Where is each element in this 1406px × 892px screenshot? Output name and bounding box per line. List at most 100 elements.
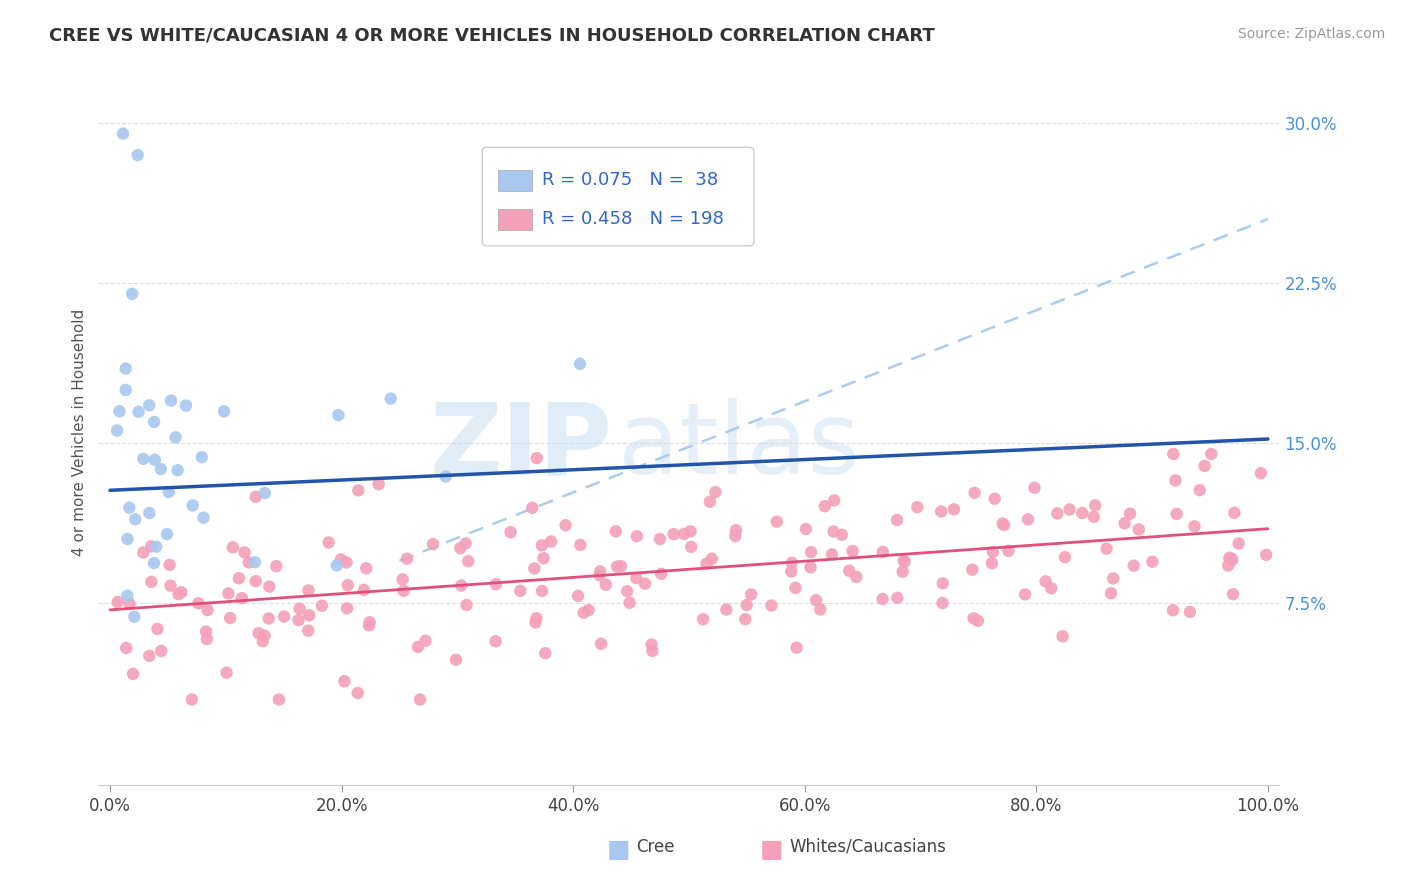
Point [1114, 516, 1136, 531]
Point [111, 127, 134, 141]
Point [118, 597, 141, 611]
Point [357, 618, 380, 632]
Point [318, 535, 340, 549]
Point [893, 554, 915, 568]
Point [1122, 558, 1144, 573]
Point [932, 576, 955, 591]
Point [212, 404, 235, 418]
Point [450, 578, 472, 592]
Point [662, 527, 685, 541]
Point [132, 545, 155, 559]
Point [981, 557, 1004, 571]
Point [1220, 551, 1243, 566]
Point [1084, 498, 1107, 512]
Point [288, 601, 311, 615]
Point [138, 398, 160, 412]
Text: ZIP: ZIP [429, 398, 612, 495]
Point [785, 581, 807, 595]
Point [328, 408, 350, 422]
Point [704, 485, 727, 500]
Point [287, 613, 309, 627]
Point [181, 499, 204, 513]
Text: ■: ■ [759, 838, 783, 862]
Text: Cree: Cree [636, 838, 675, 855]
Point [804, 593, 827, 607]
Text: R = 0.458   N = 198: R = 0.458 N = 198 [543, 211, 724, 228]
Point [380, 392, 402, 406]
Point [780, 556, 803, 570]
Text: Source: ZipAtlas.com: Source: ZipAtlas.com [1237, 27, 1385, 41]
Point [534, 646, 557, 660]
Point [197, 603, 219, 617]
Point [193, 510, 215, 524]
Point [605, 524, 627, 539]
FancyBboxPatch shape [498, 170, 531, 191]
Point [886, 591, 908, 605]
Point [1128, 523, 1150, 537]
Point [157, 485, 180, 500]
Point [595, 578, 617, 592]
Point [1194, 458, 1216, 473]
Point [238, 555, 260, 569]
Point [963, 486, 986, 500]
Point [531, 583, 554, 598]
Point [138, 506, 160, 520]
Point [359, 615, 381, 630]
Text: atlas: atlas [619, 398, 859, 495]
Point [454, 536, 477, 550]
Point [187, 596, 209, 610]
Point [180, 692, 202, 706]
Text: R = 0.075   N =  38: R = 0.075 N = 38 [543, 171, 718, 189]
Point [1184, 519, 1206, 533]
Point [114, 361, 136, 376]
Point [434, 469, 457, 483]
Point [166, 463, 188, 477]
Point [160, 393, 183, 408]
Point [1017, 512, 1039, 526]
Point [117, 532, 139, 546]
Point [1188, 483, 1211, 498]
Point [190, 450, 212, 465]
Point [141, 539, 163, 553]
Text: Whites/Caucasians: Whites/Caucasians [789, 838, 946, 855]
Point [786, 640, 808, 655]
Point [264, 559, 287, 574]
Point [780, 565, 803, 579]
Point [128, 405, 150, 419]
Point [526, 451, 548, 466]
Point [298, 608, 321, 623]
Point [114, 383, 136, 397]
Point [335, 556, 357, 570]
Point [1099, 586, 1122, 600]
Point [127, 148, 149, 162]
Point [215, 665, 238, 680]
Point [872, 592, 894, 607]
Point [336, 578, 359, 592]
Point [170, 585, 193, 599]
Point [233, 545, 256, 559]
Point [692, 612, 714, 626]
Point [156, 527, 179, 541]
Point [554, 518, 576, 533]
Point [765, 515, 787, 529]
Point [1119, 507, 1142, 521]
Point [942, 502, 965, 516]
Point [761, 599, 783, 613]
Point [124, 609, 146, 624]
Point [905, 500, 928, 515]
Point [524, 611, 547, 625]
Point [1163, 447, 1185, 461]
Point [993, 518, 1015, 533]
Point [891, 565, 914, 579]
Point [1166, 507, 1188, 521]
Point [1102, 572, 1125, 586]
Point [406, 640, 429, 654]
Point [1142, 555, 1164, 569]
Point [1071, 506, 1094, 520]
Point [572, 606, 595, 620]
Point [485, 577, 508, 591]
Point [524, 615, 547, 630]
Point [245, 574, 267, 588]
Point [616, 584, 638, 599]
Point [146, 622, 169, 636]
